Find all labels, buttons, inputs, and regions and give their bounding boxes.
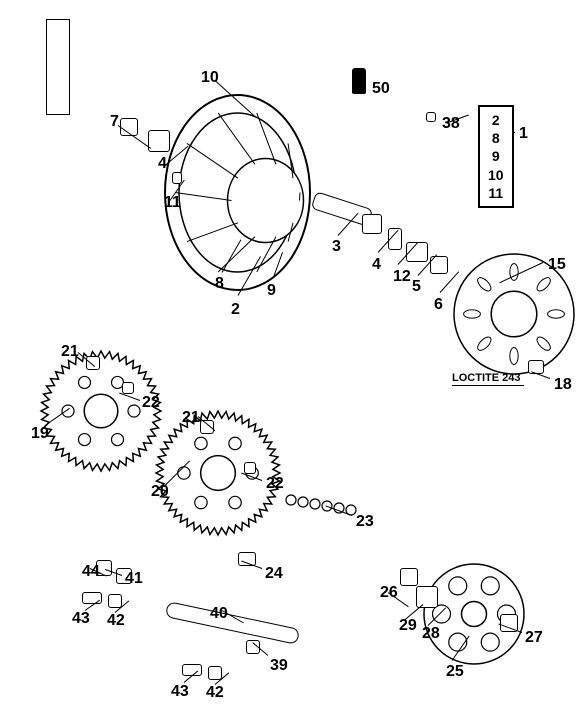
exploded-parts-diagram: 2891011 12344567891011121518192021212222… [0, 0, 582, 727]
callout-19: 19 [31, 425, 49, 443]
callout-3: 3 [332, 238, 341, 256]
callout-5: 5 [412, 278, 421, 296]
callout-9: 9 [267, 282, 276, 300]
dimension-gauge [46, 19, 70, 115]
part-list-box: 2891011 [478, 105, 514, 208]
hardware-part [148, 130, 170, 152]
callout-11: 11 [164, 194, 181, 212]
hardware-part [82, 592, 102, 604]
callout-8: 8 [215, 275, 224, 293]
callout-20: 20 [151, 483, 169, 501]
callout-27: 27 [525, 629, 543, 647]
part-list-item: 11 [488, 184, 504, 202]
part-list-item: 8 [488, 129, 504, 147]
callout-18: 18 [554, 376, 572, 394]
callout-7: 7 [110, 113, 119, 131]
callout-26: 26 [380, 584, 398, 602]
callout-15: 15 [548, 256, 566, 274]
callout-4: 4 [158, 155, 167, 173]
hardware-part [416, 586, 438, 608]
callout-39: 39 [270, 657, 288, 675]
callout-50: 50 [372, 80, 390, 98]
note-underline [452, 385, 524, 386]
callout-23: 23 [356, 513, 374, 531]
callout-2: 2 [231, 301, 240, 319]
hardware-part [122, 382, 134, 394]
hardware-part [86, 356, 100, 370]
callout-43: 43 [72, 610, 90, 628]
callout-6: 6 [434, 296, 443, 314]
callout-1: 1 [519, 125, 528, 143]
callout-4: 4 [372, 256, 381, 274]
callout-40: 40 [210, 605, 228, 623]
hardware-part [426, 112, 436, 122]
callout-21: 21 [182, 409, 200, 427]
callout-42: 42 [107, 612, 125, 630]
callout-42: 42 [206, 684, 224, 702]
threadlocker-bottle [352, 68, 366, 94]
hardware-part [400, 568, 418, 586]
hardware-part [108, 594, 122, 608]
callout-38: 38 [442, 115, 460, 133]
callout-21: 21 [61, 343, 79, 361]
hardware-part [208, 666, 222, 680]
hardware-part [172, 172, 182, 184]
sprocket-medium [150, 405, 286, 541]
callout-41: 41 [125, 570, 143, 588]
callout-22: 22 [142, 394, 160, 412]
callout-44: 44 [82, 563, 100, 581]
callout-43: 43 [171, 683, 189, 701]
callout-25: 25 [446, 663, 464, 681]
axle-shaft [165, 601, 300, 645]
note-text: LOCTITE 243 [452, 372, 520, 384]
part-list-item: 2 [488, 111, 504, 129]
wheel-rim-hub [145, 75, 330, 310]
callout-28: 28 [422, 625, 440, 643]
part-list-item: 9 [488, 147, 504, 165]
part-list-item: 10 [488, 166, 504, 184]
callout-10: 10 [201, 69, 219, 87]
callout-22: 22 [266, 475, 284, 493]
callout-24: 24 [265, 565, 283, 583]
callout-29: 29 [399, 617, 417, 635]
hardware-part [362, 214, 382, 234]
hardware-part [244, 462, 256, 474]
callout-12: 12 [393, 268, 411, 286]
